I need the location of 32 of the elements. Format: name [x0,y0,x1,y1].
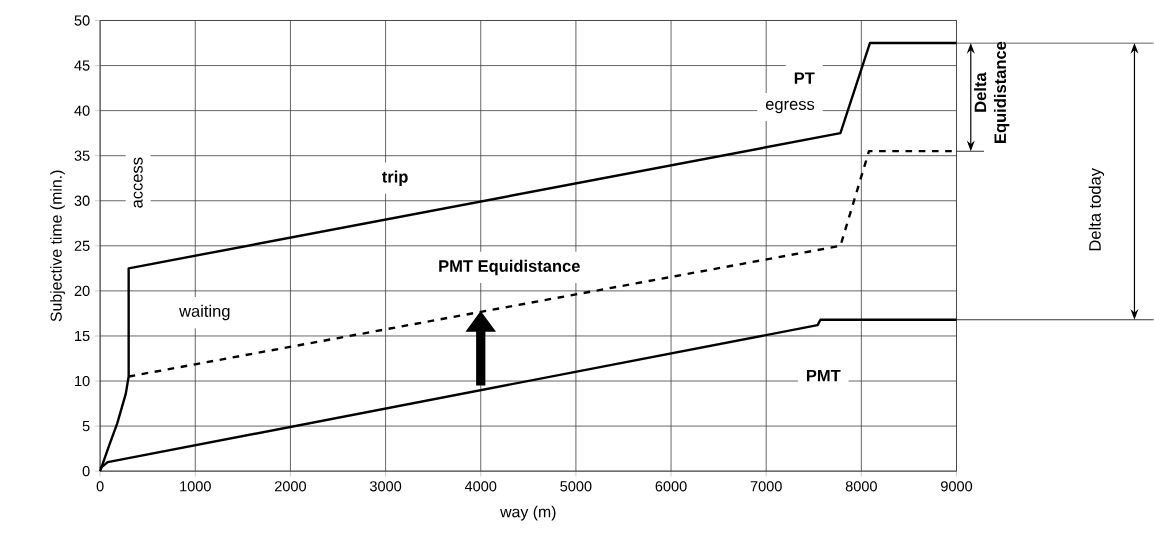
text: PT [794,72,815,84]
annotation: trip [382,170,408,186]
x-tick-label: 7000 [750,481,782,492]
x-tick-label: 0 [96,481,104,492]
y-tick-label: 5 [82,420,90,432]
x-tick-label: 6000 [655,481,687,492]
annotation: waiting [179,304,230,321]
text: Delta Equidistance [974,41,1010,143]
y-tick-label: 50 [74,15,90,26]
x-tick-label: 1000 [180,481,211,492]
x-tick-label: 2000 [274,481,307,492]
y-tick-label: 40 [74,105,90,116]
y-tick-label: 0 [82,465,90,477]
y-tick-label: 10 [75,375,90,387]
y-tick-label: 45 [74,60,90,71]
x-tick-label: 4000 [464,481,497,492]
x-tick-label: 8000 [845,481,877,492]
text: Delta today [1088,168,1105,251]
y-tick-label: 35 [74,150,90,161]
series-label: PMT Equidistance [439,259,580,276]
y-tick-label: 25 [74,240,90,251]
y-axis-title: Subjective time (min.) [50,170,65,322]
text: PMT [806,369,841,382]
x-axis-title: way (m) [500,505,556,521]
annotation: egress [765,100,815,114]
annotation: access [133,157,143,208]
x-tick-label: 9000 [941,481,973,492]
x-tick-label: 5000 [560,481,592,492]
y-tick-label: 30 [74,195,90,206]
y-tick-label: 15 [75,330,90,341]
y-tick-label: 20 [74,285,90,296]
x-tick-label: 3000 [369,481,402,492]
